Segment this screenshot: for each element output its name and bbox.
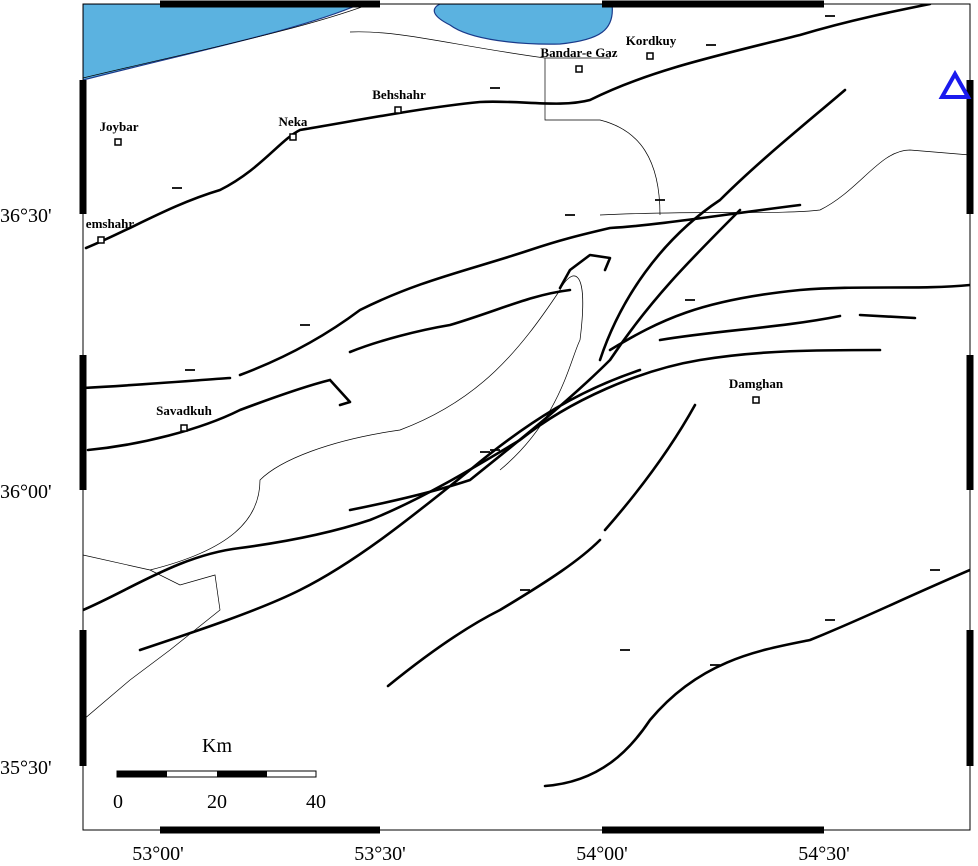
city-label: Damghan	[729, 376, 784, 391]
scale-bar: Km 0 20 40	[113, 735, 326, 813]
station-marker	[938, 69, 972, 99]
city-marker	[575, 65, 583, 73]
latitude-label: 35°30'	[0, 757, 52, 779]
city-marker	[180, 424, 188, 432]
latitude-label: 36°30'	[0, 205, 52, 227]
longitude-label: 53°00'	[132, 843, 184, 865]
scale-unit: Km	[202, 735, 232, 757]
latitude-label: 36°00'	[0, 481, 52, 503]
city-label: Kordkuy	[626, 33, 677, 48]
axis-labels: 36°30' 36°00' 35°30' 53°00' 53°30' 54°00…	[0, 205, 850, 865]
longitude-label: 53°30'	[354, 843, 406, 865]
city-label: Behshahr	[372, 87, 426, 102]
city-label: Joybar	[100, 119, 139, 134]
city-label: Neka	[279, 114, 308, 129]
cities: Joybar Neka Behshahr Bandar-e Gaz Kordku…	[86, 33, 784, 432]
scale-label: 20	[207, 791, 227, 813]
city-marker	[114, 138, 122, 146]
city-label: emshahr	[86, 216, 135, 231]
scale-label: 40	[306, 791, 326, 813]
city-label: Savadkuh	[156, 403, 212, 418]
longitude-label: 54°30'	[798, 843, 850, 865]
city-marker	[752, 396, 760, 404]
caspian-sea	[83, 4, 361, 81]
city-marker	[646, 52, 654, 60]
city-marker	[97, 236, 105, 244]
city-marker	[289, 133, 297, 141]
frame	[79, 0, 974, 834]
scale-label: 0	[113, 791, 123, 813]
longitude-label: 54°00'	[576, 843, 628, 865]
map-body	[83, 4, 970, 788]
gorgan-bay	[433, 4, 613, 45]
city-marker	[394, 106, 402, 114]
city-label: Bandar-e Gaz	[540, 45, 617, 60]
